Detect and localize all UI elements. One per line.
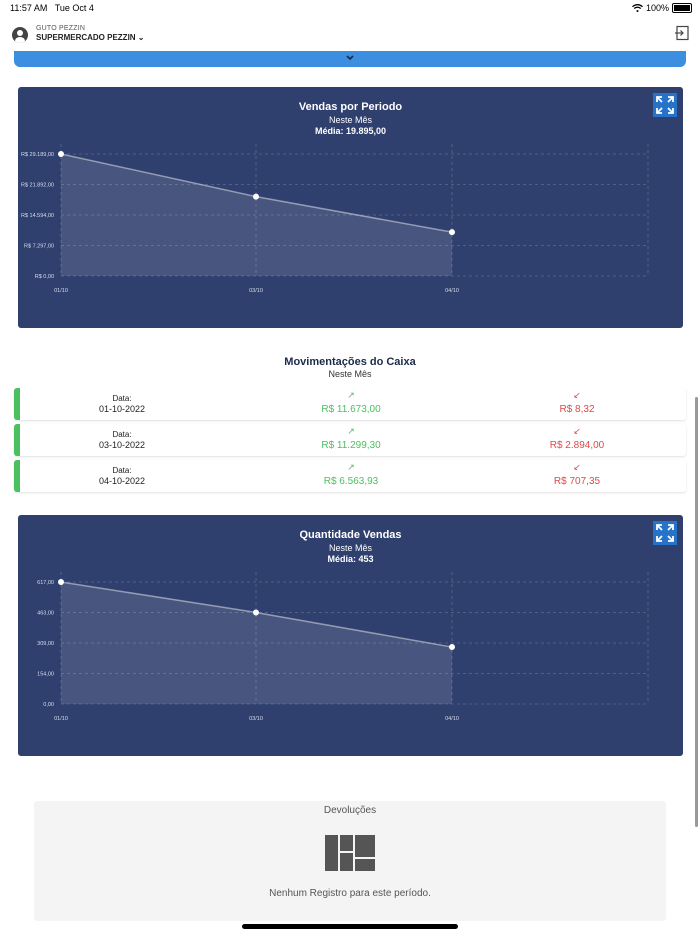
- status-time: 11:57 AM Tue Oct 4: [10, 3, 94, 13]
- movements-subtitle: Neste Mês: [328, 369, 372, 379]
- chart-average: Média: 453: [327, 554, 374, 564]
- sales-chart-card: R$ 29.189,00 R$ 21.892,00 R$ 14.594,00 R$ 7…: [18, 87, 683, 328]
- arrow-up-right-icon: ↗: [347, 462, 355, 472]
- company-selector[interactable]: SUPERMERCADO PEZZIN ⌄: [36, 33, 145, 42]
- expense-value: R$ 8,32: [559, 404, 595, 415]
- chart-average: Média: 19.895,00: [314, 126, 387, 136]
- row-stripe: [14, 460, 20, 492]
- company-name: SUPERMERCADO PEZZIN: [36, 33, 136, 42]
- expense-value: R$ 2.894,00: [549, 440, 605, 451]
- chart-title: Vendas por Periodo: [298, 101, 403, 113]
- home-indicator: [242, 924, 458, 929]
- returns-title: Devoluções: [323, 805, 377, 816]
- sales-chart: R$ 29.189,00 R$ 21.892,00 R$ 14.594,00 R$ 7…: [21, 144, 649, 294]
- y-tick-label: R$ 14.594,00: [21, 213, 54, 219]
- arrow-up-right-icon: ↗: [347, 426, 355, 436]
- data-point: [58, 579, 64, 585]
- status-bar: 11:57 AM Tue Oct 4 100%: [0, 0, 700, 16]
- y-tick-label: 463,00: [37, 611, 54, 617]
- chart-title: Quantidade Vendas: [299, 529, 402, 541]
- arrow-down-left-icon: ↙: [573, 426, 581, 436]
- x-tick-label: 03/10: [249, 288, 263, 294]
- income-value: R$ 6.563,93: [323, 476, 379, 487]
- arrow-down-left-icon: ↙: [573, 462, 581, 472]
- logout-icon[interactable]: [674, 25, 690, 41]
- expand-chart-button[interactable]: [653, 93, 677, 117]
- app-header: GUTO PEZZIN SUPERMERCADO PEZZIN ⌄: [0, 17, 700, 51]
- expand-icon: [656, 96, 674, 114]
- x-tick-label: 01/10: [54, 288, 68, 294]
- chevron-down-icon: ⌄: [137, 33, 145, 42]
- data-point: [58, 151, 64, 157]
- movements-title: Movimentações do Caixa: [284, 356, 416, 368]
- collapse-filter-bar[interactable]: [14, 51, 686, 67]
- area-fill: [61, 154, 452, 276]
- scrollbar[interactable]: [695, 397, 698, 827]
- data-point: [449, 644, 455, 651]
- arrow-down-left-icon: ↙: [573, 390, 581, 400]
- movement-row[interactable]: Data: 01-10-2022 ↗ R$ 11.673,00 ↙ R$ 8,3…: [14, 388, 686, 420]
- y-tick-label: 154,00: [37, 672, 54, 678]
- date-value: 03-10-2022: [98, 440, 146, 450]
- date-label: Data:: [112, 466, 132, 475]
- x-tick-label: 04/10: [445, 716, 459, 722]
- movement-row[interactable]: Data: 03-10-2022 ↗ R$ 11.299,30 ↙ R$ 2.8…: [14, 424, 686, 456]
- income-value: R$ 11.299,30: [321, 440, 381, 451]
- date-label: Data:: [112, 430, 132, 439]
- wifi-icon: [632, 4, 643, 12]
- empty-message: Nenhum Registro para este período.: [269, 888, 431, 899]
- y-tick-label: R$ 21.892,00: [21, 183, 54, 189]
- quantity-chart: 617,00 463,00 309,00 154,00 0,00 01/10 03/10 04…: [37, 572, 649, 722]
- row-stripe: [14, 388, 20, 420]
- status-right: 100%: [632, 3, 692, 13]
- data-point: [253, 193, 259, 200]
- x-tick-label: 01/10: [54, 716, 68, 722]
- date-label: Data:: [112, 394, 132, 403]
- row-stripe: [14, 424, 20, 456]
- y-tick-label: 0,00: [43, 702, 54, 708]
- user-name: GUTO PEZZIN: [36, 25, 86, 32]
- date-value: 01-10-2022: [98, 404, 146, 414]
- data-point: [253, 609, 259, 616]
- battery-icon: [672, 3, 692, 13]
- arrow-up-right-icon: ↗: [347, 390, 355, 400]
- user-avatar-icon[interactable]: [12, 27, 28, 43]
- y-tick-label: R$ 0,00: [35, 274, 54, 280]
- empty-state-icon: [325, 835, 375, 871]
- date-value: 04-10-2022: [98, 476, 146, 486]
- x-tick-label: 04/10: [445, 288, 459, 294]
- expand-icon: [656, 524, 674, 542]
- data-point: [449, 229, 455, 236]
- returns-card: Devoluções Nenhum Registro para este per…: [34, 801, 666, 921]
- x-tick-label: 03/10: [249, 716, 263, 722]
- chart-subtitle: Neste Mês: [328, 543, 372, 553]
- expand-chart-button[interactable]: [653, 521, 677, 545]
- income-value: R$ 11.673,00: [321, 404, 381, 415]
- movement-row[interactable]: Data: 04-10-2022 ↗ R$ 6.563,93 ↙ R$ 707,…: [14, 460, 686, 492]
- quantity-chart-card: 617,00 463,00 309,00 154,00 0,00 01/10 03/10 04…: [18, 515, 683, 756]
- chart-subtitle: Neste Mês: [328, 115, 372, 125]
- chevron-down-icon: [346, 55, 354, 61]
- expense-value: R$ 707,35: [553, 476, 601, 487]
- y-tick-label: R$ 29.189,00: [21, 152, 54, 158]
- area-fill: [61, 582, 452, 704]
- y-tick-label: 617,00: [37, 580, 54, 586]
- y-tick-label: 309,00: [37, 641, 54, 647]
- y-tick-label: R$ 7.297,00: [24, 244, 54, 250]
- battery-percent: 100%: [645, 3, 669, 13]
